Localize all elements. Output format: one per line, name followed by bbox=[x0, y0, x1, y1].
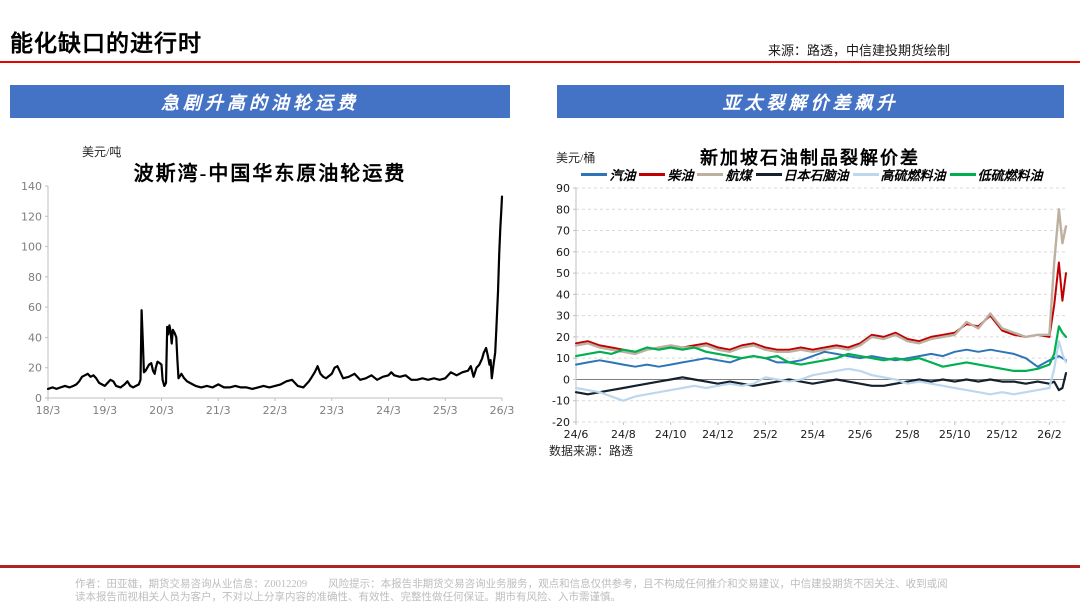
footer-disclaimer-line1: 作者：田亚雄，期货交易咨询从业信息：Z0012209 风险提示：本报告非期货交易… bbox=[75, 579, 948, 590]
svg-text:120: 120 bbox=[21, 210, 42, 223]
svg-text:25/4: 25/4 bbox=[800, 428, 825, 441]
svg-text:100: 100 bbox=[21, 241, 42, 254]
top-divider-rule bbox=[0, 61, 1080, 63]
freight-chart-title: 波斯湾-中国华东原油轮运费 bbox=[133, 163, 407, 185]
svg-text:-20: -20 bbox=[552, 416, 570, 429]
svg-text:60: 60 bbox=[28, 301, 42, 314]
legend-swatch bbox=[949, 173, 976, 176]
svg-text:40: 40 bbox=[28, 331, 42, 344]
svg-text:50: 50 bbox=[556, 267, 570, 280]
legend-label: 汽油 bbox=[609, 168, 636, 183]
crack-source-note: 数据来源：路透 bbox=[549, 444, 634, 458]
legend-item: 汽油 bbox=[581, 165, 635, 184]
legend-swatch bbox=[697, 173, 724, 176]
legend-label: 高硫燃料油 bbox=[880, 168, 946, 183]
bottom-divider-rule bbox=[0, 565, 1080, 568]
svg-text:80: 80 bbox=[556, 203, 570, 216]
svg-text:140: 140 bbox=[21, 180, 42, 193]
crack-chart-legend: 汽油 柴油 航煤 日本石脑油 高硫燃料油 低硫燃料油 bbox=[550, 165, 1074, 184]
svg-text:23/3: 23/3 bbox=[319, 404, 344, 417]
svg-text:24/6: 24/6 bbox=[564, 428, 589, 441]
svg-text:-10: -10 bbox=[552, 395, 570, 408]
crack-unit-label: 美元/桶 bbox=[556, 151, 596, 165]
footer-disclaimer: 作者：田亚雄，期货交易咨询从业信息：Z0012209 风险提示：本报告非期货交易… bbox=[75, 578, 1020, 604]
legend-label: 日本石脑油 bbox=[783, 168, 849, 183]
crack-line-chart: -20 -10 0 10 20 30 40 50 60 70 80 90 24/6 24/8 24/10 24… bbox=[552, 182, 1068, 441]
legend-swatch bbox=[581, 173, 608, 176]
svg-text:40: 40 bbox=[556, 288, 570, 301]
svg-text:26/3: 26/3 bbox=[490, 404, 514, 417]
right-panel-header: 亚太裂解价差飙升 bbox=[557, 85, 1064, 118]
svg-text:22/3: 22/3 bbox=[263, 404, 288, 417]
svg-text:0: 0 bbox=[35, 392, 42, 405]
freight-line-chart: 0 20 40 60 80 100 120 140 18/3 19/3 20/3 21/3 22/3 23… bbox=[21, 180, 514, 417]
svg-text:20: 20 bbox=[28, 362, 42, 375]
legend-item: 日本石脑油 bbox=[755, 165, 849, 184]
svg-text:10: 10 bbox=[556, 352, 570, 365]
svg-text:25/12: 25/12 bbox=[986, 428, 1018, 441]
svg-text:70: 70 bbox=[556, 225, 570, 238]
legend-swatch bbox=[755, 173, 782, 176]
svg-text:25/8: 25/8 bbox=[895, 428, 920, 441]
svg-text:0: 0 bbox=[563, 373, 570, 386]
svg-text:26/2: 26/2 bbox=[1037, 428, 1062, 441]
svg-text:90: 90 bbox=[556, 182, 570, 195]
svg-text:25/6: 25/6 bbox=[848, 428, 873, 441]
svg-text:30: 30 bbox=[556, 310, 570, 323]
left-panel-header: 急剧升高的油轮运费 bbox=[10, 85, 510, 118]
svg-text:19/3: 19/3 bbox=[92, 404, 117, 417]
svg-text:24/3: 24/3 bbox=[376, 404, 401, 417]
svg-text:18/3: 18/3 bbox=[36, 404, 61, 417]
page-title: 能化缺口的进行时 bbox=[10, 31, 202, 56]
svg-text:20: 20 bbox=[556, 331, 570, 344]
legend-label: 低硫燃料油 bbox=[977, 168, 1043, 183]
svg-text:21/3: 21/3 bbox=[206, 404, 231, 417]
svg-text:24/12: 24/12 bbox=[702, 428, 734, 441]
svg-text:24/8: 24/8 bbox=[611, 428, 636, 441]
legend-item: 低硫燃料油 bbox=[949, 165, 1043, 184]
legend-item: 柴油 bbox=[639, 165, 693, 184]
legend-label: 柴油 bbox=[667, 168, 694, 183]
legend-swatch bbox=[852, 173, 879, 176]
svg-text:25/2: 25/2 bbox=[753, 428, 778, 441]
svg-text:25/3: 25/3 bbox=[433, 404, 458, 417]
legend-label: 航煤 bbox=[725, 168, 752, 183]
freight-unit-label: 美元/吨 bbox=[82, 145, 122, 159]
crack-chart-title: 新加坡石油制品裂解价差 bbox=[700, 148, 920, 168]
legend-swatch bbox=[639, 173, 666, 176]
footer-disclaimer-line2: 读本报告而视相关人员为客户，不对以上分享内容的准确性、有效性、完整性做任何保证。… bbox=[75, 592, 621, 603]
legend-item: 高硫燃料油 bbox=[852, 165, 946, 184]
svg-text:24/10: 24/10 bbox=[655, 428, 687, 441]
legend-item: 航煤 bbox=[697, 165, 752, 184]
svg-text:60: 60 bbox=[556, 246, 570, 259]
top-source-note: 来源：路透，中信建投期货绘制 bbox=[768, 43, 951, 58]
svg-text:20/3: 20/3 bbox=[149, 404, 174, 417]
svg-text:80: 80 bbox=[28, 271, 42, 284]
svg-text:25/10: 25/10 bbox=[939, 428, 971, 441]
